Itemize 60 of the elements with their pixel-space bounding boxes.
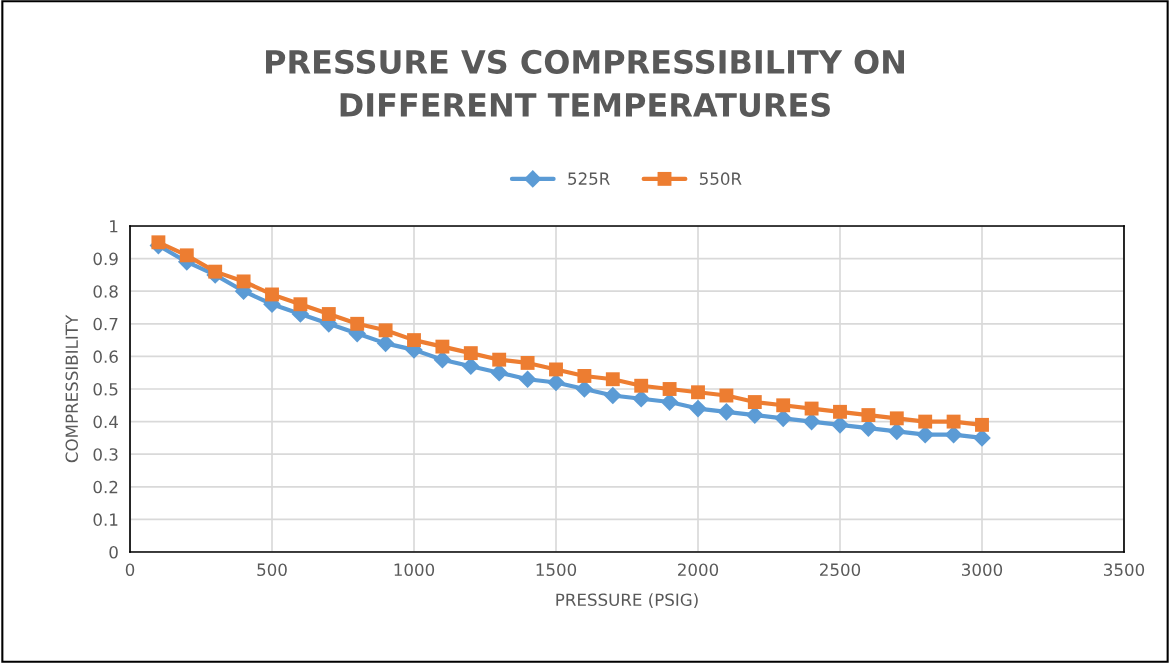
y-tick-label: 0.9 xyxy=(93,252,118,266)
y-tick-label: 0.7 xyxy=(93,317,118,331)
point xyxy=(804,401,819,416)
legend-label: 550R xyxy=(699,172,742,185)
y-tick-label: 0.5 xyxy=(93,382,118,396)
point xyxy=(236,274,251,289)
point xyxy=(407,333,421,348)
point xyxy=(151,235,166,250)
point xyxy=(605,372,620,387)
x-tick-label: 3500 xyxy=(1104,563,1145,577)
point xyxy=(747,395,762,409)
point xyxy=(717,402,736,421)
point xyxy=(179,248,194,263)
legend-label: 525R xyxy=(568,172,610,185)
chart-title: PRESSURE VS COMPRESSIBILITY ON DIFFERENT TEMPERATURES xyxy=(266,49,904,117)
x-tick-label: 2500 xyxy=(820,563,861,577)
point xyxy=(662,382,677,396)
point xyxy=(577,369,592,383)
point xyxy=(293,297,308,312)
y-tick-label: 0.6 xyxy=(93,350,118,363)
x-axis-title: PRESSURE (PSIG) xyxy=(556,593,698,608)
y-tick-label: 0.8 xyxy=(93,285,118,298)
point xyxy=(776,398,791,413)
point xyxy=(603,386,622,405)
x-tick-label: 3000 xyxy=(962,563,1003,577)
point xyxy=(946,414,961,429)
x-tick-label: 0 xyxy=(125,563,135,577)
point xyxy=(660,393,679,411)
point xyxy=(265,287,279,302)
y-tick-label: 0.4 xyxy=(93,415,118,429)
y-tick-label: 0 xyxy=(109,545,118,559)
y-tick-label: 0.3 xyxy=(93,448,118,461)
point xyxy=(549,362,563,377)
x-tick-label: 1000 xyxy=(394,563,435,577)
point xyxy=(975,417,989,432)
point xyxy=(689,399,707,418)
point xyxy=(463,346,478,361)
point xyxy=(719,388,734,403)
y-tick-label: 1 xyxy=(110,220,118,233)
x-tick-label: 1500 xyxy=(536,563,577,577)
x-tick-label: 500 xyxy=(257,563,287,577)
point xyxy=(520,355,535,370)
point xyxy=(575,380,594,398)
point xyxy=(208,264,223,279)
point xyxy=(861,408,876,423)
y-tick-label: 0.2 xyxy=(93,480,118,494)
point xyxy=(833,404,847,419)
point xyxy=(518,370,537,389)
point xyxy=(350,316,365,331)
point xyxy=(634,378,649,393)
y-tick-label: 0.1 xyxy=(93,513,118,526)
point xyxy=(378,323,393,338)
point xyxy=(918,414,933,429)
x-tick-label: 2000 xyxy=(678,563,719,577)
point xyxy=(492,352,507,367)
point xyxy=(321,307,336,321)
y-axis-title: COMPRESSIBILITY xyxy=(65,314,79,463)
point xyxy=(889,411,904,426)
point xyxy=(435,339,450,354)
point xyxy=(691,385,705,400)
